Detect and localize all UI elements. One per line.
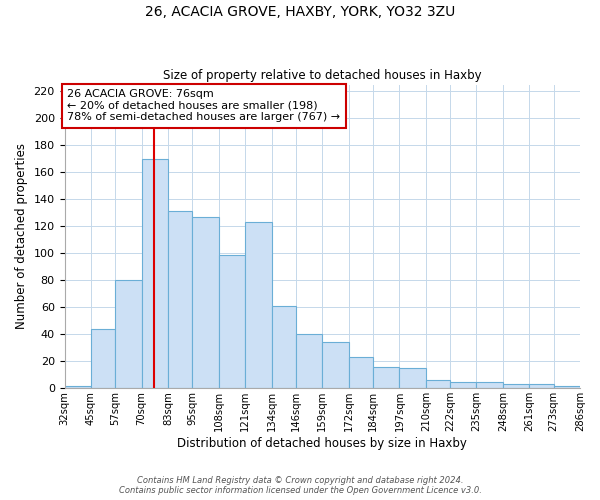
Bar bbox=[296, 334, 322, 388]
Bar bbox=[115, 280, 142, 388]
Bar bbox=[450, 382, 476, 388]
Bar bbox=[373, 366, 400, 388]
Bar bbox=[245, 222, 272, 388]
Bar bbox=[193, 217, 219, 388]
Y-axis label: Number of detached properties: Number of detached properties bbox=[15, 144, 28, 330]
Text: 26, ACACIA GROVE, HAXBY, YORK, YO32 3ZU: 26, ACACIA GROVE, HAXBY, YORK, YO32 3ZU bbox=[145, 5, 455, 19]
Bar bbox=[322, 342, 349, 388]
Bar bbox=[503, 384, 529, 388]
Title: Size of property relative to detached houses in Haxby: Size of property relative to detached ho… bbox=[163, 69, 482, 82]
X-axis label: Distribution of detached houses by size in Haxby: Distribution of detached houses by size … bbox=[178, 437, 467, 450]
Bar bbox=[476, 382, 503, 388]
Bar bbox=[400, 368, 426, 388]
Bar bbox=[426, 380, 450, 388]
Bar bbox=[272, 306, 296, 388]
Bar bbox=[554, 386, 580, 388]
Bar bbox=[91, 329, 115, 388]
Bar bbox=[65, 386, 91, 388]
Bar bbox=[142, 159, 168, 388]
Bar bbox=[219, 254, 245, 388]
Text: 26 ACACIA GROVE: 76sqm
← 20% of detached houses are smaller (198)
78% of semi-de: 26 ACACIA GROVE: 76sqm ← 20% of detached… bbox=[67, 89, 340, 122]
Bar bbox=[529, 384, 554, 388]
Bar bbox=[349, 357, 373, 388]
Text: Contains HM Land Registry data © Crown copyright and database right 2024.
Contai: Contains HM Land Registry data © Crown c… bbox=[119, 476, 481, 495]
Bar bbox=[168, 212, 193, 388]
